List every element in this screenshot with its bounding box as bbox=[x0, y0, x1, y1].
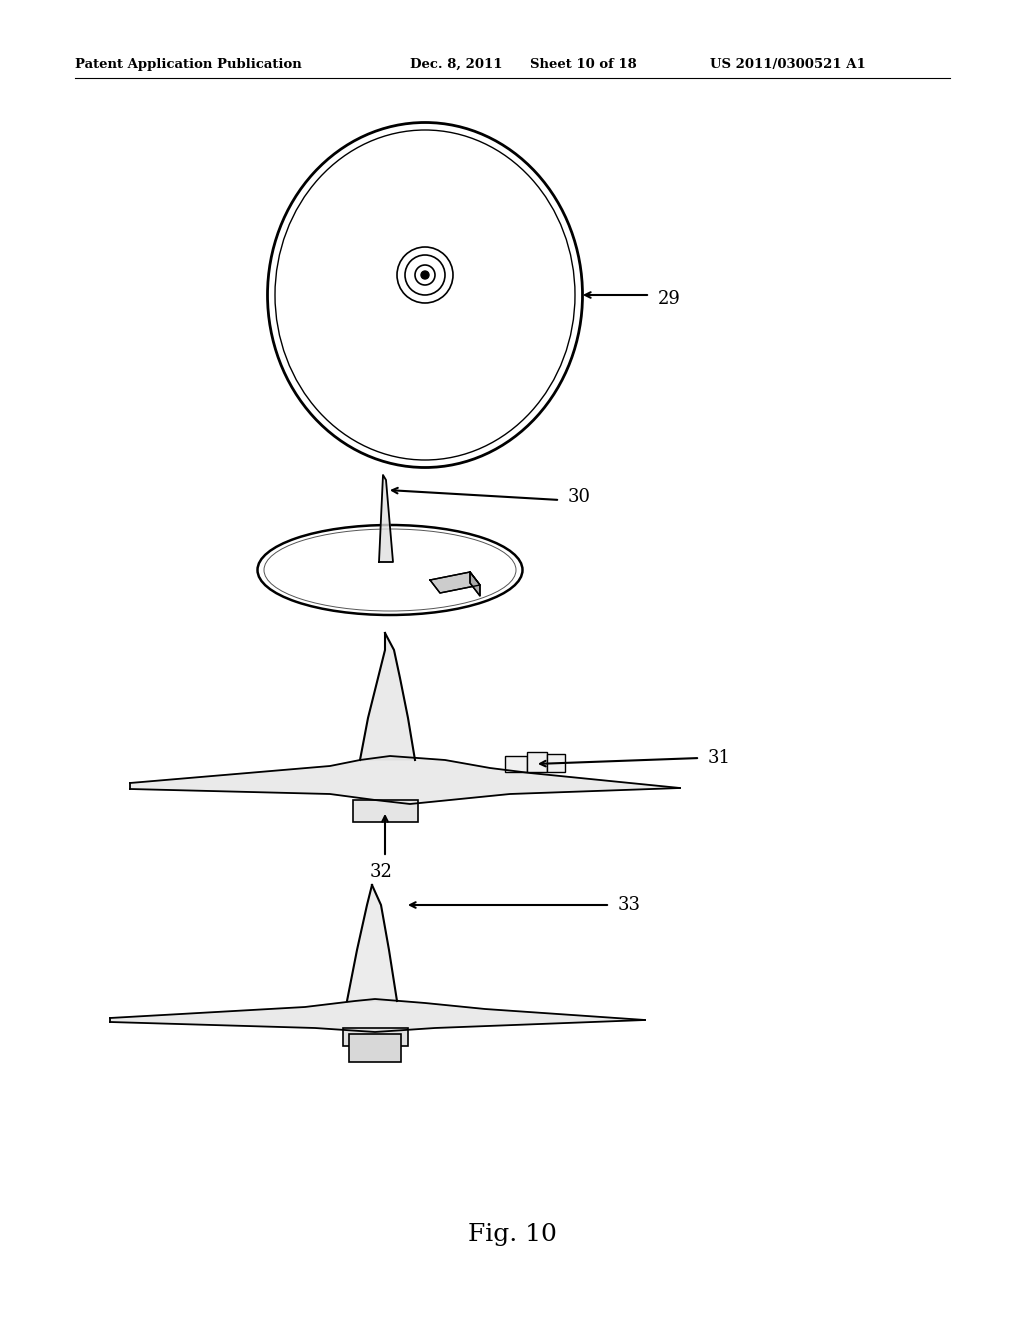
Text: Sheet 10 of 18: Sheet 10 of 18 bbox=[530, 58, 637, 71]
Polygon shape bbox=[470, 572, 480, 597]
Bar bbox=[343, 1028, 408, 1045]
Bar bbox=[505, 756, 527, 772]
Text: 33: 33 bbox=[618, 896, 641, 913]
Text: 29: 29 bbox=[658, 290, 681, 308]
Bar bbox=[353, 800, 418, 822]
Polygon shape bbox=[360, 634, 415, 760]
Polygon shape bbox=[110, 999, 645, 1032]
Polygon shape bbox=[379, 475, 393, 562]
Text: 32: 32 bbox=[370, 863, 393, 880]
Bar bbox=[547, 754, 565, 772]
Polygon shape bbox=[130, 756, 680, 804]
Text: 31: 31 bbox=[708, 748, 731, 767]
Bar bbox=[527, 752, 547, 772]
Text: Fig. 10: Fig. 10 bbox=[468, 1224, 556, 1246]
Polygon shape bbox=[347, 884, 397, 1001]
Text: Patent Application Publication: Patent Application Publication bbox=[75, 58, 302, 71]
Text: 30: 30 bbox=[568, 488, 591, 506]
Circle shape bbox=[421, 271, 429, 279]
Text: Dec. 8, 2011: Dec. 8, 2011 bbox=[410, 58, 503, 71]
Text: US 2011/0300521 A1: US 2011/0300521 A1 bbox=[710, 58, 865, 71]
Bar bbox=[349, 1034, 401, 1063]
Polygon shape bbox=[430, 572, 480, 593]
